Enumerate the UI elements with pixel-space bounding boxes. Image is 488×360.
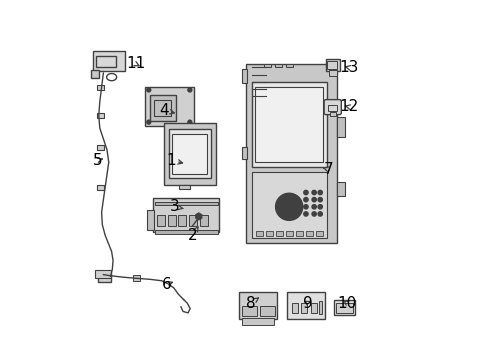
Bar <box>189 215 197 226</box>
Bar <box>315 231 323 237</box>
Bar <box>168 129 210 178</box>
Bar <box>96 56 116 67</box>
Text: 12: 12 <box>339 99 358 114</box>
Bar <box>155 230 217 234</box>
Bar <box>295 231 303 237</box>
Bar <box>327 105 336 111</box>
Text: 2: 2 <box>187 227 198 243</box>
Circle shape <box>146 120 150 124</box>
Circle shape <box>282 200 296 214</box>
Bar <box>241 147 246 159</box>
Bar <box>329 112 335 116</box>
Bar <box>178 215 186 226</box>
Bar <box>287 292 324 319</box>
Bar <box>98 273 110 282</box>
Bar <box>336 182 344 196</box>
Circle shape <box>317 190 322 195</box>
Bar <box>91 70 99 78</box>
Bar <box>241 306 256 316</box>
Bar <box>172 134 207 174</box>
Bar <box>93 51 124 71</box>
Bar <box>251 82 326 167</box>
Bar <box>133 275 140 281</box>
Bar <box>259 306 274 316</box>
Bar <box>255 231 263 237</box>
Bar <box>149 95 175 121</box>
Bar <box>265 231 272 237</box>
Circle shape <box>275 193 302 220</box>
Bar <box>95 270 111 278</box>
Circle shape <box>311 204 316 209</box>
Bar <box>145 87 194 126</box>
Bar <box>167 215 175 226</box>
Bar <box>97 113 104 118</box>
Bar <box>200 215 207 226</box>
Bar <box>300 303 307 313</box>
Text: 8: 8 <box>245 296 258 311</box>
Text: 10: 10 <box>337 296 356 311</box>
Bar <box>333 300 354 315</box>
Circle shape <box>311 212 316 216</box>
Text: 1: 1 <box>166 153 182 168</box>
Bar <box>305 231 312 237</box>
Circle shape <box>317 204 322 209</box>
Bar <box>153 198 219 232</box>
Bar <box>246 64 337 243</box>
Bar <box>318 301 322 314</box>
Circle shape <box>303 198 307 202</box>
Bar <box>291 303 298 313</box>
Bar <box>335 303 352 313</box>
Bar <box>157 215 164 226</box>
Bar <box>264 64 271 67</box>
Bar <box>239 292 276 319</box>
Circle shape <box>303 204 307 209</box>
Circle shape <box>311 190 316 195</box>
Text: 3: 3 <box>170 199 183 214</box>
Text: 7: 7 <box>323 162 333 177</box>
Bar <box>325 59 339 71</box>
Circle shape <box>311 198 316 202</box>
Bar <box>147 210 154 230</box>
Bar <box>275 231 283 237</box>
Bar <box>97 145 104 150</box>
Bar <box>241 318 273 325</box>
Bar <box>97 185 104 190</box>
Circle shape <box>317 198 322 202</box>
Circle shape <box>146 88 150 92</box>
Bar <box>326 62 337 69</box>
Bar <box>310 303 316 313</box>
Circle shape <box>187 120 191 124</box>
Bar <box>255 87 323 162</box>
Bar <box>336 117 344 137</box>
Bar <box>285 231 292 237</box>
Bar <box>155 202 217 205</box>
Text: 9: 9 <box>303 296 312 311</box>
Polygon shape <box>195 213 202 220</box>
Text: 11: 11 <box>126 57 145 71</box>
Text: 5: 5 <box>92 153 102 168</box>
Bar <box>154 100 171 116</box>
Text: 4: 4 <box>159 103 174 118</box>
Bar <box>241 69 246 83</box>
Bar <box>285 64 292 67</box>
Bar <box>164 123 216 185</box>
Bar <box>97 85 104 90</box>
Text: 6: 6 <box>162 277 172 292</box>
Circle shape <box>187 88 191 92</box>
Circle shape <box>303 190 307 195</box>
Bar <box>274 64 282 67</box>
Bar <box>179 185 190 189</box>
Circle shape <box>303 212 307 216</box>
Circle shape <box>317 212 322 216</box>
Bar <box>251 172 326 238</box>
FancyBboxPatch shape <box>324 100 341 114</box>
Bar <box>328 70 336 76</box>
Text: 13: 13 <box>338 60 358 75</box>
